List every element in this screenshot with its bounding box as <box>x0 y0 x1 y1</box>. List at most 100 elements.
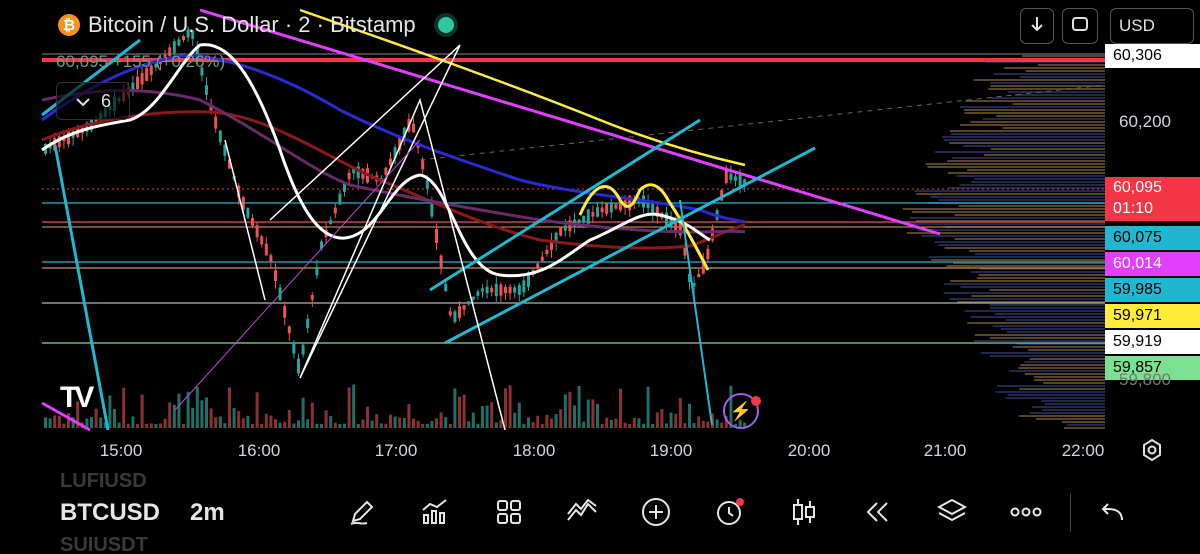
volume-profile-row <box>946 265 1105 267</box>
volume-bar <box>651 423 655 428</box>
currency-select[interactable]: USD <box>1110 8 1194 44</box>
add-button[interactable] <box>634 492 678 536</box>
price-label-value: 60,075 <box>1113 229 1162 246</box>
price-label: 59,971 <box>1105 304 1200 328</box>
volume-profile-row <box>944 247 1105 249</box>
volume-bar <box>94 408 98 428</box>
ai-assistant-button[interactable]: ⚡ <box>723 393 759 429</box>
candle-body <box>145 67 149 81</box>
candle-body <box>264 243 268 256</box>
volume-profile-row <box>948 172 1105 174</box>
drawing-tool-button[interactable] <box>340 492 384 536</box>
volume-bar <box>214 417 218 428</box>
volume-profile-row <box>996 115 1105 117</box>
candle-body <box>729 173 733 180</box>
candle-body <box>490 287 494 293</box>
indicators-toggle-button[interactable]: 6 <box>56 82 130 120</box>
indicators-button[interactable] <box>413 492 457 536</box>
candle-body <box>48 144 52 149</box>
volume-profile-row <box>989 304 1105 306</box>
scroll-down-button[interactable] <box>1020 8 1054 44</box>
volume-bar <box>646 386 650 428</box>
fullscreen-button[interactable] <box>1062 8 1098 44</box>
volume-profile-row <box>1021 55 1105 57</box>
chart-type-button[interactable] <box>782 492 826 536</box>
volume-profile-row <box>1000 328 1105 330</box>
volume-profile-row <box>962 145 1105 147</box>
patterns-button[interactable] <box>560 492 604 536</box>
volume-bar <box>462 394 466 428</box>
volume-profile-row <box>978 274 1105 276</box>
undo-button[interactable] <box>1090 492 1134 536</box>
volume-profile-row <box>1041 400 1105 402</box>
volume-profile-row <box>1043 382 1105 384</box>
volume-profile-row <box>1017 343 1105 345</box>
symbol-label[interactable]: BTCUSD <box>60 499 160 526</box>
more-button[interactable] <box>1004 492 1048 536</box>
time-axis-label: 20:00 <box>787 441 831 460</box>
volume-profile-row <box>973 340 1105 342</box>
candle-body <box>246 207 250 218</box>
volume-profile-row <box>1063 427 1105 429</box>
next-symbol[interactable]: SUIUSDT <box>60 534 148 554</box>
candle-body <box>536 263 540 269</box>
symbol-header[interactable]: ₿ Bitcoin / U.S. Dollar · 2 · Bitstamp <box>58 12 454 38</box>
volume-bar <box>301 397 305 428</box>
volume-bar <box>366 406 369 428</box>
layouts-button[interactable] <box>487 492 531 536</box>
volume-profile-row <box>963 109 1105 111</box>
candle-body <box>697 274 701 278</box>
trend-drawings <box>41 8 941 432</box>
volume-bar <box>711 413 714 428</box>
volume-bar <box>609 420 613 428</box>
candle-body <box>398 137 402 150</box>
volume-bar <box>678 397 682 428</box>
candle-body <box>678 222 682 236</box>
volume-bar <box>306 419 310 428</box>
price-label: 59,985 <box>1105 278 1200 302</box>
candle-body <box>425 180 429 189</box>
volume-profile-row <box>960 286 1105 288</box>
bar-countdown: 01:10 <box>1113 200 1154 217</box>
candle-body <box>310 294 314 300</box>
volume-profile-row <box>1028 349 1105 351</box>
volume-profile-row <box>1007 91 1105 93</box>
candle-body <box>402 127 406 142</box>
object-tree-button[interactable] <box>930 492 974 536</box>
candle-body <box>57 136 61 148</box>
chart-settings-button[interactable] <box>1140 438 1164 467</box>
volume-profile-row <box>938 244 1105 246</box>
volume-profile-row <box>967 322 1105 324</box>
price-label-value: 60,095 <box>1113 179 1162 196</box>
candle-body <box>646 201 650 209</box>
candle-body <box>306 318 310 329</box>
chevron-down-icon <box>75 91 91 112</box>
candle-body <box>329 220 333 224</box>
volume-bar <box>283 421 287 428</box>
timeframe-label[interactable]: 2m <box>190 499 225 526</box>
volume-bar <box>57 415 61 428</box>
toolbar-separator <box>1070 494 1071 532</box>
candle-body <box>131 82 135 92</box>
volume-bar <box>439 412 443 428</box>
volume-profile-row <box>1019 415 1105 417</box>
layers-icon <box>936 497 968 532</box>
volume-bar <box>370 420 374 428</box>
previous-symbol[interactable]: LUFIUSD <box>60 470 147 492</box>
candle-body <box>149 65 153 75</box>
candle-body <box>168 47 172 57</box>
volume-bar <box>122 387 126 428</box>
volume-profile-row <box>949 130 1105 132</box>
volume-bar <box>402 418 406 428</box>
volume-bar <box>642 423 645 428</box>
volume-profile-row <box>989 337 1105 339</box>
volume-bar <box>324 410 328 428</box>
replay-button[interactable] <box>856 492 900 536</box>
volume-bar <box>476 423 480 428</box>
volume-profile-row <box>1012 103 1105 105</box>
candle-body <box>462 305 466 310</box>
alerts-button[interactable] <box>708 492 752 536</box>
volume-profile-row <box>1014 94 1105 96</box>
volume-profile-row <box>938 199 1105 201</box>
